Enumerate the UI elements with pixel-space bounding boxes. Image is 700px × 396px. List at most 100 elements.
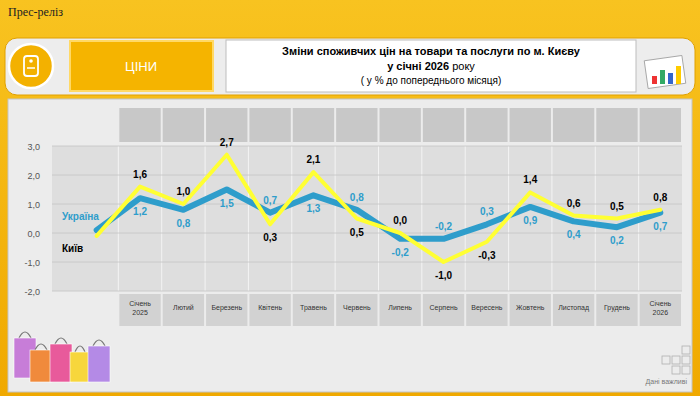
grid-line (52, 262, 682, 263)
x-tick-label-line: Вересень (471, 304, 503, 312)
x-tick-label-line: Грудень (604, 304, 630, 312)
data-label: 0,3 (263, 232, 277, 243)
data-label: 0,8 (176, 218, 190, 229)
column-separator (465, 146, 466, 291)
column-separator (335, 146, 336, 291)
x-tick-label-line: Жовтень (516, 304, 545, 311)
x-tick-label: Січень2025 (129, 300, 151, 316)
bag-handle (19, 332, 31, 338)
column-label-box (249, 294, 290, 326)
data-label: 0,3 (480, 206, 494, 217)
y-tick-label: 3,0 (27, 142, 40, 152)
grid-line (52, 146, 682, 147)
subtitle-part: року (452, 60, 475, 72)
column-header (163, 108, 204, 142)
x-tick-label-line: Серпень (430, 304, 458, 312)
data-label: 0,7 (653, 221, 667, 232)
data-label: 1,5 (220, 198, 234, 209)
x-tick-label: Листопад (558, 304, 589, 312)
y-tick-label: 0,0 (27, 229, 40, 239)
data-label: 0,4 (567, 229, 581, 240)
column-label-box (380, 294, 421, 326)
x-tick-label: Лютий (173, 304, 194, 311)
y-tick-label: 1,0 (27, 200, 40, 210)
x-tick-label: Січень2026 (649, 300, 671, 316)
lines (97, 155, 661, 262)
series-name: Україна (62, 211, 99, 222)
x-tick-label: Березень (211, 304, 242, 312)
deco-icon (644, 55, 686, 88)
data-label: -1,0 (435, 270, 453, 281)
column-header (466, 108, 507, 142)
grid-line (52, 291, 682, 292)
bag-handle (55, 338, 67, 344)
column-separator (291, 146, 292, 291)
data-label: 1,0 (176, 186, 190, 197)
x-tick-label-line: Липень (388, 304, 412, 311)
bag-handle (75, 346, 85, 352)
column-separator (421, 146, 422, 291)
data-label: 1,4 (523, 174, 537, 185)
column-separator (161, 146, 162, 291)
column-separator (248, 146, 249, 291)
data-label: 0,0 (393, 215, 407, 226)
logo-cell (672, 356, 680, 364)
plot-area (52, 146, 682, 291)
data-label: 1,2 (133, 206, 147, 217)
deco-bar (652, 76, 657, 84)
x-tick-label-line: Квітень (258, 304, 282, 311)
column-header (640, 108, 681, 142)
column-label-box (423, 294, 464, 326)
column-header (423, 108, 464, 142)
deco-bar (660, 70, 665, 84)
title: Зміни споживчих цін на товари та послуги… (282, 45, 581, 57)
bag (88, 346, 110, 382)
icon-tag (24, 56, 38, 76)
data-label: 0,8 (350, 192, 364, 203)
x-tick-label-line: Березень (211, 304, 242, 312)
column-header (293, 108, 334, 142)
data-label: 1,3 (307, 203, 321, 214)
section-box (70, 41, 213, 91)
subtitle-part: у січні 2026 (387, 60, 452, 72)
x-tick-label-line: Січень (129, 300, 151, 307)
logo-cell (682, 346, 690, 354)
x-tick-label-line: Травень (300, 304, 327, 312)
section-label: ЦІНИ (125, 59, 157, 74)
y-tick-label: -1,0 (24, 258, 40, 268)
bag (70, 352, 90, 382)
column-header (249, 108, 290, 142)
data-label: 2,7 (220, 137, 234, 148)
x-tick-label-line: Червень (343, 304, 371, 312)
logo-cell (682, 356, 690, 364)
x-tick-label: Червень (343, 304, 371, 312)
column-label-box (119, 294, 160, 326)
series-line (97, 155, 661, 262)
column-separator (118, 146, 119, 291)
page: Прес-реліз ЦІНИ Зміни споживчих цін на тов… (0, 0, 700, 396)
column-header (336, 108, 377, 142)
column-header (380, 108, 421, 142)
column-label-box (206, 294, 247, 326)
x-tick-label: Вересень (471, 304, 503, 312)
data-label: -0,2 (435, 221, 453, 232)
annotation: ( у % до попереднього місяця) (361, 75, 501, 86)
column-header (510, 108, 551, 142)
bag (50, 344, 72, 382)
subtitle: у січні 2026 року (387, 60, 475, 72)
column-label-box (596, 294, 637, 326)
data-label: -0,2 (392, 247, 410, 258)
y-tick-label: -2,0 (24, 287, 40, 297)
column-label-box (293, 294, 334, 326)
grid-line (52, 233, 682, 234)
bag-handle (93, 340, 105, 346)
press-label: Прес-реліз (8, 5, 63, 19)
x-tick-label: Серпень (430, 304, 458, 312)
header-band (5, 38, 695, 95)
data-label: 2,1 (307, 154, 321, 165)
x-tick-label: Квітень (258, 304, 282, 311)
data-label: 0,5 (350, 227, 364, 238)
deco-bar (676, 66, 681, 84)
icon-hole (29, 59, 33, 63)
column-header (596, 108, 637, 142)
